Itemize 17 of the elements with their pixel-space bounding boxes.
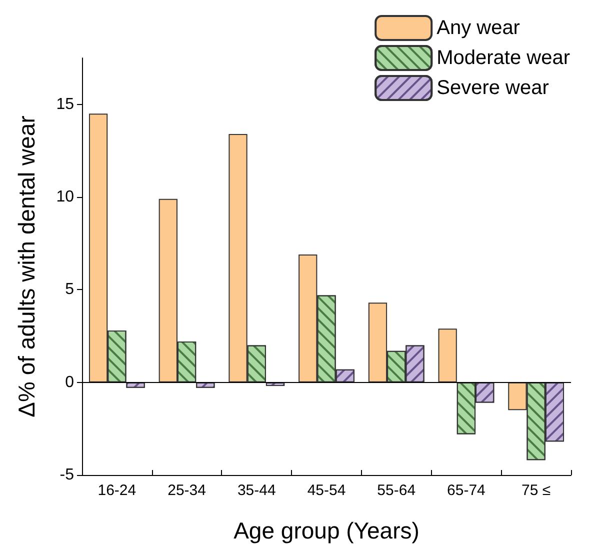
x-tick-label: 55-64 bbox=[377, 482, 416, 499]
x-tick-label: 16-24 bbox=[98, 482, 136, 499]
y-tick-label: 0 bbox=[65, 374, 74, 391]
legend-label: Severe wear bbox=[436, 77, 550, 99]
y-tick-label: 10 bbox=[56, 188, 74, 206]
x-tick-label: 65-74 bbox=[447, 482, 486, 499]
y-tick-label: -5 bbox=[60, 466, 74, 484]
y-tick-label: 15 bbox=[56, 96, 74, 113]
legend-label: Moderate wear bbox=[436, 47, 570, 69]
legend-label: Any wear bbox=[436, 17, 520, 39]
x-tick-label: 25-34 bbox=[168, 482, 206, 499]
x-axis-title: Age group (Years) bbox=[234, 518, 420, 544]
y-tick-label: 5 bbox=[65, 281, 74, 298]
y-axis-title: Δ% of adults with dental wear bbox=[14, 115, 40, 418]
x-tick-label: 35-44 bbox=[237, 482, 276, 499]
x-tick-label: 45-54 bbox=[307, 482, 346, 499]
x-tick-label: 75 ≤ bbox=[522, 482, 551, 499]
